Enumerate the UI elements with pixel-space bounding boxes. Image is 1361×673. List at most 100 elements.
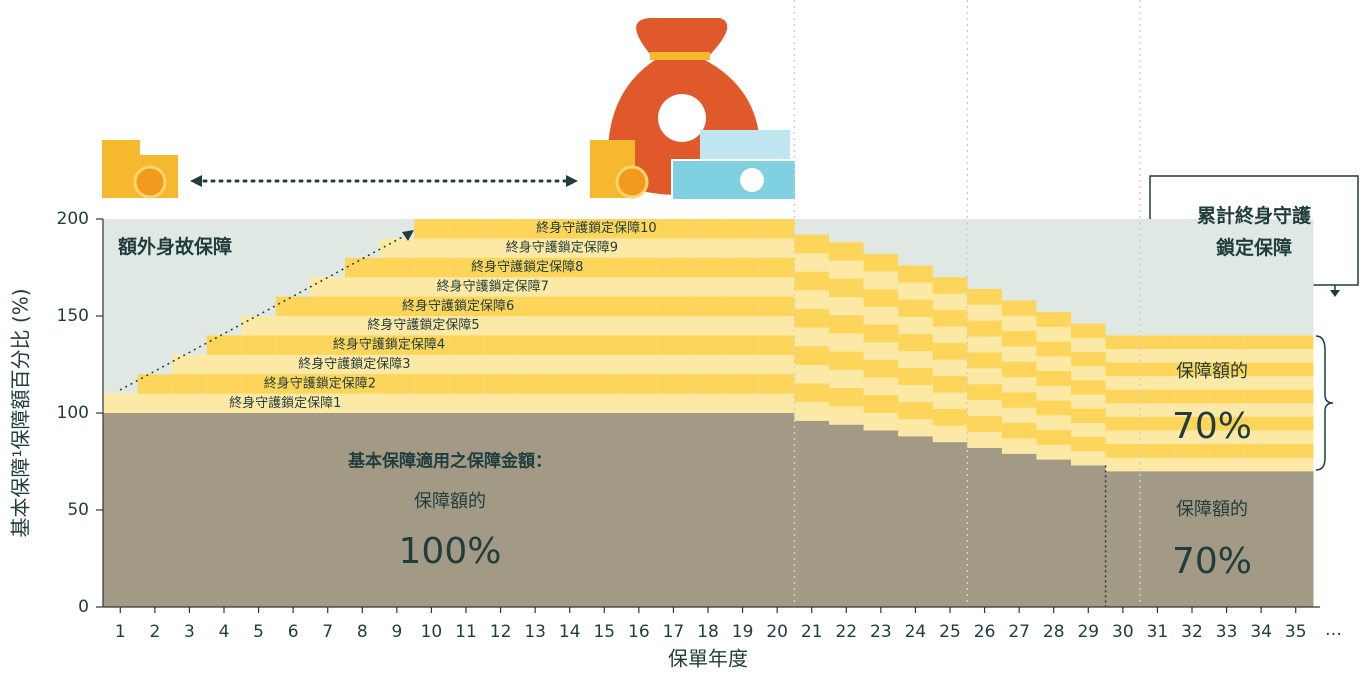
- stripe: [759, 219, 795, 239]
- stripe: [725, 219, 761, 239]
- stripe: [275, 335, 311, 355]
- stripe: [829, 315, 865, 334]
- x-tick-label: 35: [1285, 622, 1307, 642]
- stripe: [587, 335, 623, 355]
- decoration: [102, 18, 1359, 471]
- stripe: [1278, 444, 1314, 458]
- stripe: [1071, 408, 1107, 423]
- stripe: [621, 296, 657, 316]
- stripe: [1209, 416, 1245, 431]
- stripe: [1140, 444, 1176, 458]
- extra-benefit-area: [103, 219, 139, 394]
- stripe: [1278, 389, 1314, 404]
- x-tick-label: 33: [1216, 622, 1238, 642]
- stripe: [379, 296, 415, 316]
- stripe: [414, 219, 450, 239]
- stripe: [1105, 389, 1141, 404]
- stripe: [483, 335, 519, 355]
- extra-benefit-area: [829, 219, 865, 243]
- stripe: [932, 343, 968, 360]
- x-tick-label: 1: [115, 622, 126, 642]
- stripe: [829, 242, 865, 261]
- stripe: [690, 335, 726, 355]
- stripe: [587, 374, 623, 394]
- extra-benefit-area: [1140, 219, 1176, 336]
- x-tick-label: 16: [628, 622, 650, 642]
- x-tick-label: 28: [1043, 622, 1065, 642]
- extra-benefit-area: [345, 219, 381, 258]
- extra-benefit-area: [1243, 219, 1279, 336]
- stripe: [587, 296, 623, 316]
- coin: [615, 165, 649, 199]
- stripe: [725, 257, 761, 278]
- x-tick-label: 29: [1077, 622, 1099, 642]
- x-tick-label: 11: [455, 622, 477, 642]
- base-bar: [414, 413, 450, 607]
- stripe: [863, 324, 899, 343]
- stripe: [690, 374, 726, 394]
- annotation: 保障額的: [414, 491, 486, 512]
- base-bar: [829, 424, 865, 607]
- stripe: [483, 374, 519, 394]
- x-tick-label: 13: [524, 622, 546, 642]
- stripe: [898, 333, 934, 351]
- extra-benefit-area: [275, 219, 311, 297]
- extra-benefit-area: [1071, 219, 1107, 324]
- y-axis-label: 基本保障¹保障額百分比 (%): [9, 289, 33, 538]
- stripe: [1243, 389, 1279, 404]
- stripe: [414, 374, 450, 394]
- tier-label: 終身守護鎖定保障7: [437, 278, 549, 294]
- stripe: [1036, 341, 1072, 357]
- stripe: [794, 309, 830, 328]
- base-bar: [552, 413, 588, 607]
- base-bar: [448, 413, 484, 607]
- stripe: [967, 416, 1003, 433]
- y-tick-label: 100: [57, 403, 89, 423]
- x-tick-label: 19: [732, 622, 754, 642]
- base-bar: [310, 413, 346, 607]
- callout-text: 累計終身守護: [1197, 204, 1312, 227]
- stripe: [552, 374, 588, 394]
- base-bar: [1243, 471, 1279, 607]
- stripe: [1174, 416, 1210, 431]
- stripe: [1243, 362, 1279, 377]
- annotation: 額外身故保障: [118, 235, 232, 258]
- stripe: [448, 219, 484, 239]
- stripe: [967, 352, 1003, 369]
- bag-tie: [650, 52, 710, 60]
- x-tick-label: 23: [870, 622, 892, 642]
- base-bar: [863, 430, 899, 607]
- stripe: [1140, 389, 1176, 404]
- stripe: [794, 271, 830, 291]
- extra-benefit-area: [310, 219, 346, 278]
- brace: [1315, 335, 1334, 471]
- extra-benefit-area: [794, 219, 830, 235]
- stripe: [587, 257, 623, 278]
- stripe: [656, 219, 692, 239]
- stripe: [1140, 362, 1176, 377]
- stripe: [517, 257, 553, 278]
- stripe: [1001, 361, 1037, 378]
- extra-benefit-area: [932, 219, 968, 278]
- stripe: [898, 265, 934, 283]
- stripe: [1071, 437, 1107, 452]
- stripe: [898, 299, 934, 317]
- stripe: [863, 289, 899, 307]
- stripe: [414, 257, 450, 278]
- stripe: [829, 388, 865, 407]
- stripe: [1001, 300, 1037, 316]
- base-bar: [1140, 471, 1176, 607]
- stripe: [725, 296, 761, 316]
- stripe: [1209, 335, 1245, 349]
- stripe: [863, 395, 899, 413]
- base-bar: [241, 413, 277, 607]
- stripe: [1036, 371, 1072, 386]
- stripe: [621, 219, 657, 239]
- stripe: [932, 376, 968, 393]
- stripe: [517, 219, 553, 239]
- x-tick-label: 22: [835, 622, 857, 642]
- x-tick-label: 14: [559, 622, 581, 642]
- stripe: [1071, 323, 1107, 338]
- stripe: [517, 335, 553, 355]
